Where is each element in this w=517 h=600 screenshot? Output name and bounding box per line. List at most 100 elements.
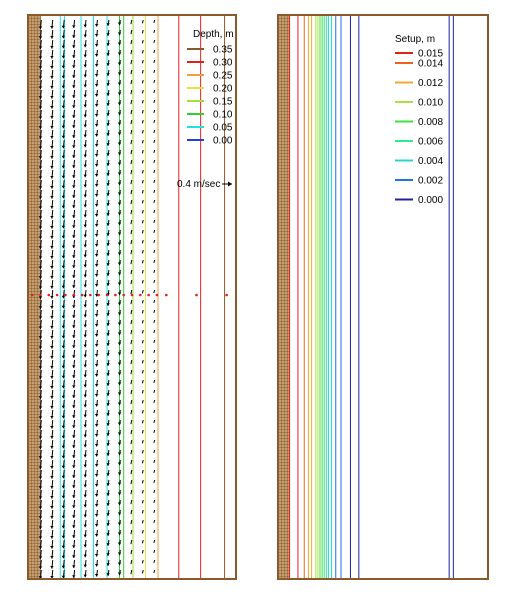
velocity-vector bbox=[83, 459, 87, 468]
velocity-vector bbox=[83, 569, 87, 578]
velocity-vector bbox=[61, 269, 66, 279]
velocity-vector bbox=[72, 209, 76, 219]
transect-point bbox=[30, 293, 34, 297]
velocity-vector bbox=[117, 209, 122, 216]
velocity-vector bbox=[61, 129, 66, 139]
velocity-vector bbox=[38, 399, 43, 410]
velocity-vector bbox=[61, 539, 66, 549]
velocity-vector bbox=[50, 279, 54, 289]
velocity-vector bbox=[61, 349, 66, 359]
velocity-vector bbox=[38, 159, 43, 170]
velocity-vector bbox=[153, 69, 156, 73]
velocity-vector bbox=[117, 339, 122, 346]
velocity-vector bbox=[50, 319, 54, 329]
velocity-vector bbox=[153, 389, 156, 393]
velocity-vector bbox=[117, 229, 122, 236]
velocity-vector bbox=[94, 19, 99, 27]
velocity-vector bbox=[83, 279, 87, 288]
velocity-vector bbox=[50, 509, 54, 519]
velocity-vector bbox=[130, 559, 133, 565]
velocity-vector bbox=[117, 539, 122, 546]
velocity-vector bbox=[94, 389, 99, 397]
velocity-vector bbox=[130, 429, 133, 435]
velocity-vector bbox=[94, 349, 99, 357]
velocity-vector bbox=[130, 179, 133, 185]
velocity-vector bbox=[61, 139, 66, 149]
velocity-vector bbox=[61, 109, 66, 119]
velocity-vector bbox=[72, 229, 76, 239]
velocity-vector bbox=[72, 89, 76, 99]
depth-legend-title: Depth, m bbox=[193, 29, 234, 40]
velocity-vector bbox=[72, 319, 76, 329]
velocity-vector bbox=[83, 19, 87, 28]
velocity-vector bbox=[130, 469, 133, 475]
velocity-vector bbox=[72, 49, 76, 59]
transect-point bbox=[130, 293, 134, 297]
velocity-vector bbox=[83, 229, 87, 238]
velocity-vector bbox=[83, 199, 87, 208]
velocity-vector bbox=[72, 69, 76, 79]
velocity-vector bbox=[61, 369, 66, 379]
velocity-vector bbox=[83, 99, 87, 108]
velocity-vector bbox=[153, 429, 156, 433]
depth-panel-background bbox=[28, 15, 236, 579]
transect-point bbox=[114, 293, 117, 297]
velocity-vector bbox=[141, 489, 144, 494]
velocity-vector bbox=[83, 169, 87, 178]
velocity-vector bbox=[50, 289, 54, 299]
velocity-vector bbox=[117, 449, 122, 456]
velocity-vector bbox=[72, 489, 76, 499]
velocity-vector bbox=[130, 29, 133, 35]
velocity-vector bbox=[106, 529, 110, 536]
velocity-vector bbox=[83, 209, 87, 218]
velocity-vector bbox=[38, 229, 43, 240]
setup-legend-label: 0.002 bbox=[418, 176, 443, 187]
setup-legend-label: 0.004 bbox=[418, 156, 443, 167]
velocity-vector bbox=[153, 369, 156, 373]
velocity-vector bbox=[94, 69, 99, 77]
velocity-vector bbox=[94, 319, 99, 327]
velocity-vector bbox=[117, 299, 122, 306]
velocity-vector bbox=[83, 29, 87, 38]
velocity-vector bbox=[94, 569, 99, 577]
velocity-vector bbox=[106, 499, 110, 506]
velocity-vector bbox=[153, 279, 156, 283]
velocity-vector bbox=[153, 59, 156, 63]
velocity-vector bbox=[38, 59, 43, 70]
velocity-vector bbox=[141, 389, 144, 394]
velocity-vector bbox=[106, 119, 110, 126]
velocity-vector bbox=[72, 439, 76, 449]
transect-point bbox=[165, 293, 168, 297]
velocity-vector bbox=[50, 139, 54, 149]
velocity-vector bbox=[72, 349, 76, 359]
depth-legend-label: 0.35 bbox=[213, 45, 233, 56]
velocity-vector bbox=[61, 529, 66, 539]
depth-panel-border bbox=[27, 14, 237, 580]
velocity-vector bbox=[38, 239, 43, 250]
velocity-vector bbox=[106, 39, 110, 46]
velocity-vector bbox=[141, 59, 144, 64]
velocity-vector bbox=[130, 539, 133, 545]
velocity-vector bbox=[106, 169, 110, 176]
velocity-vector bbox=[72, 539, 76, 549]
velocity-vector bbox=[141, 119, 144, 124]
velocity-vector bbox=[141, 409, 144, 414]
depth-legend-label: 0.15 bbox=[213, 97, 233, 108]
velocity-vector bbox=[61, 299, 66, 309]
velocity-vector bbox=[153, 79, 156, 83]
velocity-vector bbox=[130, 279, 133, 285]
velocity-vector bbox=[153, 99, 156, 103]
velocity-vector bbox=[153, 459, 156, 463]
velocity-vector bbox=[117, 149, 122, 156]
velocity-vector bbox=[38, 49, 43, 60]
velocity-vector bbox=[94, 379, 99, 387]
velocity-vector bbox=[38, 39, 43, 50]
velocity-vector bbox=[38, 259, 43, 270]
velocity-vector bbox=[153, 19, 156, 23]
velocity-vector bbox=[117, 329, 122, 336]
velocity-vector bbox=[130, 329, 133, 335]
velocity-vector bbox=[117, 139, 122, 146]
velocity-vector bbox=[141, 419, 144, 424]
transect-point bbox=[147, 293, 150, 297]
